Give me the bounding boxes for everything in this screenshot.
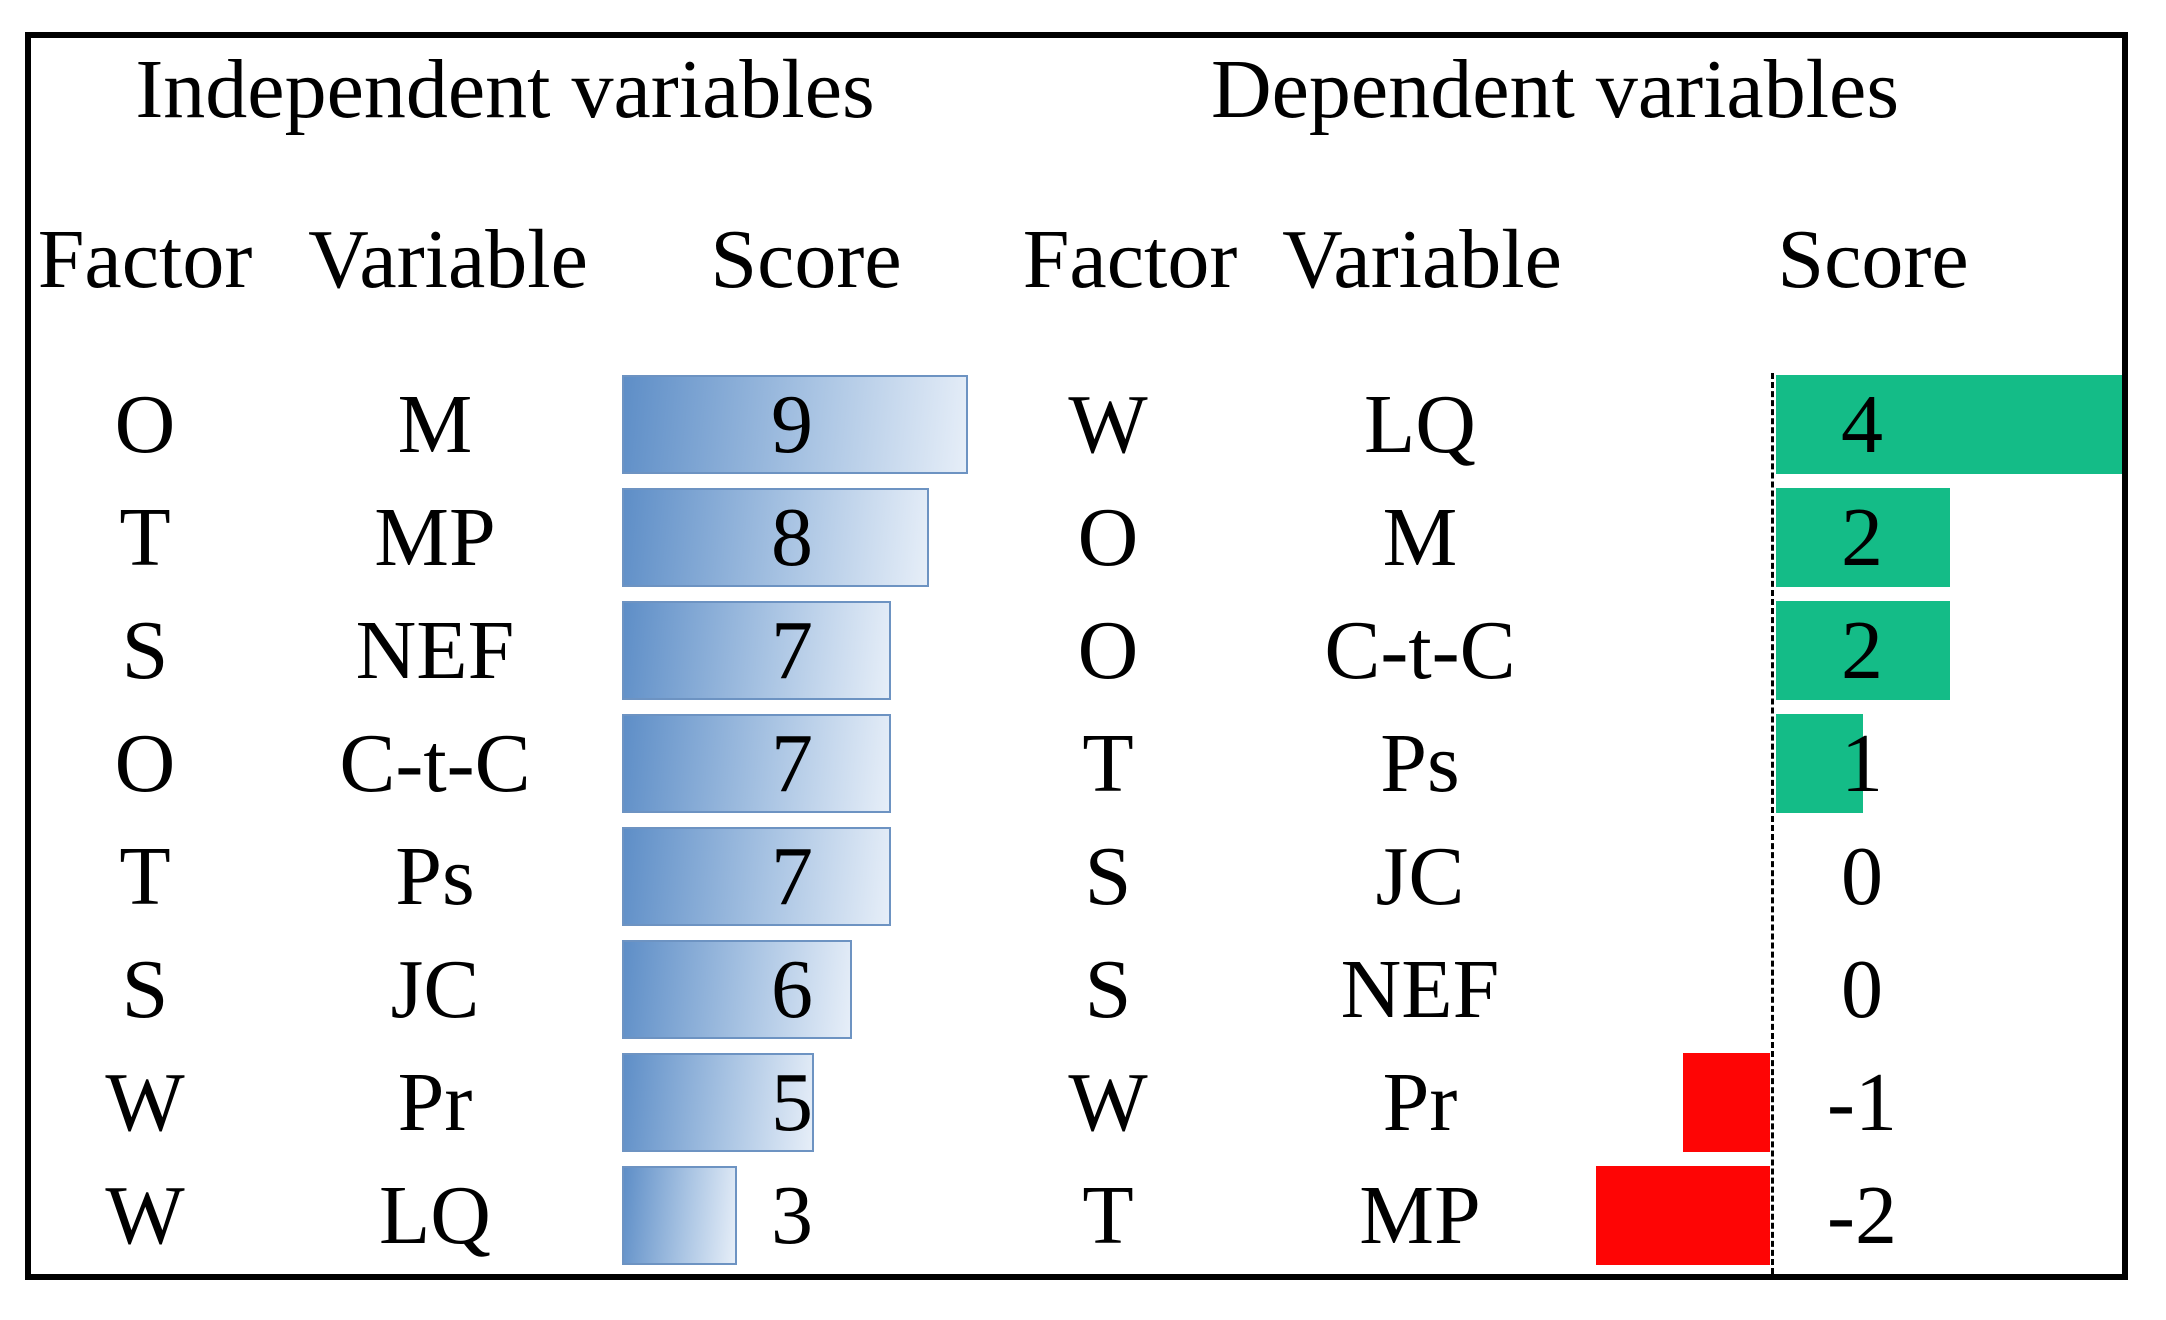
column-header-factor-dependent: Factor	[1022, 213, 1238, 306]
score-bar	[622, 1053, 814, 1152]
factor-cell: O	[114, 378, 176, 471]
score-value: 6	[771, 943, 813, 1036]
score-bar	[1683, 1053, 1770, 1152]
panel-title-independent: Independent variables	[135, 43, 875, 136]
score-bar	[1776, 601, 1950, 700]
factor-cell: W	[1068, 378, 1148, 471]
score-value: 9	[771, 378, 813, 471]
score-value: 8	[771, 491, 813, 584]
variable-cell: Ps	[395, 830, 475, 923]
variable-cell: NEF	[355, 604, 515, 697]
score-bar	[622, 375, 968, 474]
score-value: 0	[1841, 830, 1883, 923]
variable-cell: Ps	[1380, 717, 1460, 810]
factor-cell: W	[105, 1169, 185, 1262]
factor-cell: S	[1084, 830, 1132, 923]
score-bar	[622, 940, 852, 1039]
variable-cell: M	[1382, 491, 1458, 584]
factor-cell: S	[121, 604, 169, 697]
score-bar	[622, 827, 891, 926]
column-header-score-dependent: Score	[1777, 213, 1969, 306]
variable-cell: MP	[1359, 1169, 1481, 1262]
factor-cell: O	[1077, 604, 1139, 697]
variable-cell: JC	[1375, 830, 1465, 923]
variable-cell: MP	[374, 491, 496, 584]
score-value: 1	[1841, 717, 1883, 810]
variable-cell: Pr	[1382, 1056, 1458, 1149]
score-value: 0	[1841, 943, 1883, 1036]
factor-cell: T	[1082, 1169, 1134, 1262]
variable-cell: C-t-C	[1324, 604, 1516, 697]
factor-cell: T	[1082, 717, 1134, 810]
variable-cell: C-t-C	[339, 717, 531, 810]
score-value: 7	[771, 717, 813, 810]
factor-cell: O	[1077, 491, 1139, 584]
score-value: -2	[1827, 1169, 1897, 1262]
score-value: 2	[1841, 604, 1883, 697]
score-value: -1	[1827, 1056, 1897, 1149]
variable-cell: Pr	[397, 1056, 473, 1149]
column-header-factor-independent: Factor	[37, 213, 253, 306]
score-value: 2	[1841, 491, 1883, 584]
score-value: 5	[771, 1056, 813, 1149]
column-header-variable-dependent: Variable	[1282, 213, 1562, 306]
score-bar	[1776, 714, 1863, 813]
factor-cell: S	[1084, 943, 1132, 1036]
column-header-score-independent: Score	[710, 213, 902, 306]
score-value: 7	[771, 604, 813, 697]
variable-cell: LQ	[1364, 378, 1476, 471]
score-bar	[1776, 488, 1950, 587]
variable-cell: M	[397, 378, 473, 471]
variable-cell: NEF	[1340, 943, 1500, 1036]
score-value: 4	[1841, 378, 1883, 471]
score-bar	[1776, 375, 2124, 474]
factor-cell: T	[119, 830, 171, 923]
factor-cell: W	[105, 1056, 185, 1149]
variable-cell: JC	[390, 943, 480, 1036]
column-header-variable-independent: Variable	[308, 213, 588, 306]
factor-cell: S	[121, 943, 169, 1036]
factor-cell: O	[114, 717, 176, 810]
score-value: 3	[771, 1169, 813, 1262]
factor-cell: T	[119, 491, 171, 584]
score-bar	[622, 1166, 737, 1265]
factor-cell: W	[1068, 1056, 1148, 1149]
panel-title-dependent: Dependent variables	[1210, 43, 1900, 136]
score-bar	[622, 601, 891, 700]
score-bar	[622, 714, 891, 813]
variable-cell: LQ	[379, 1169, 491, 1262]
score-bar	[622, 488, 929, 587]
score-value: 7	[771, 830, 813, 923]
score-bar	[1596, 1166, 1770, 1265]
zero-baseline-dashed-line	[1771, 373, 1774, 1274]
